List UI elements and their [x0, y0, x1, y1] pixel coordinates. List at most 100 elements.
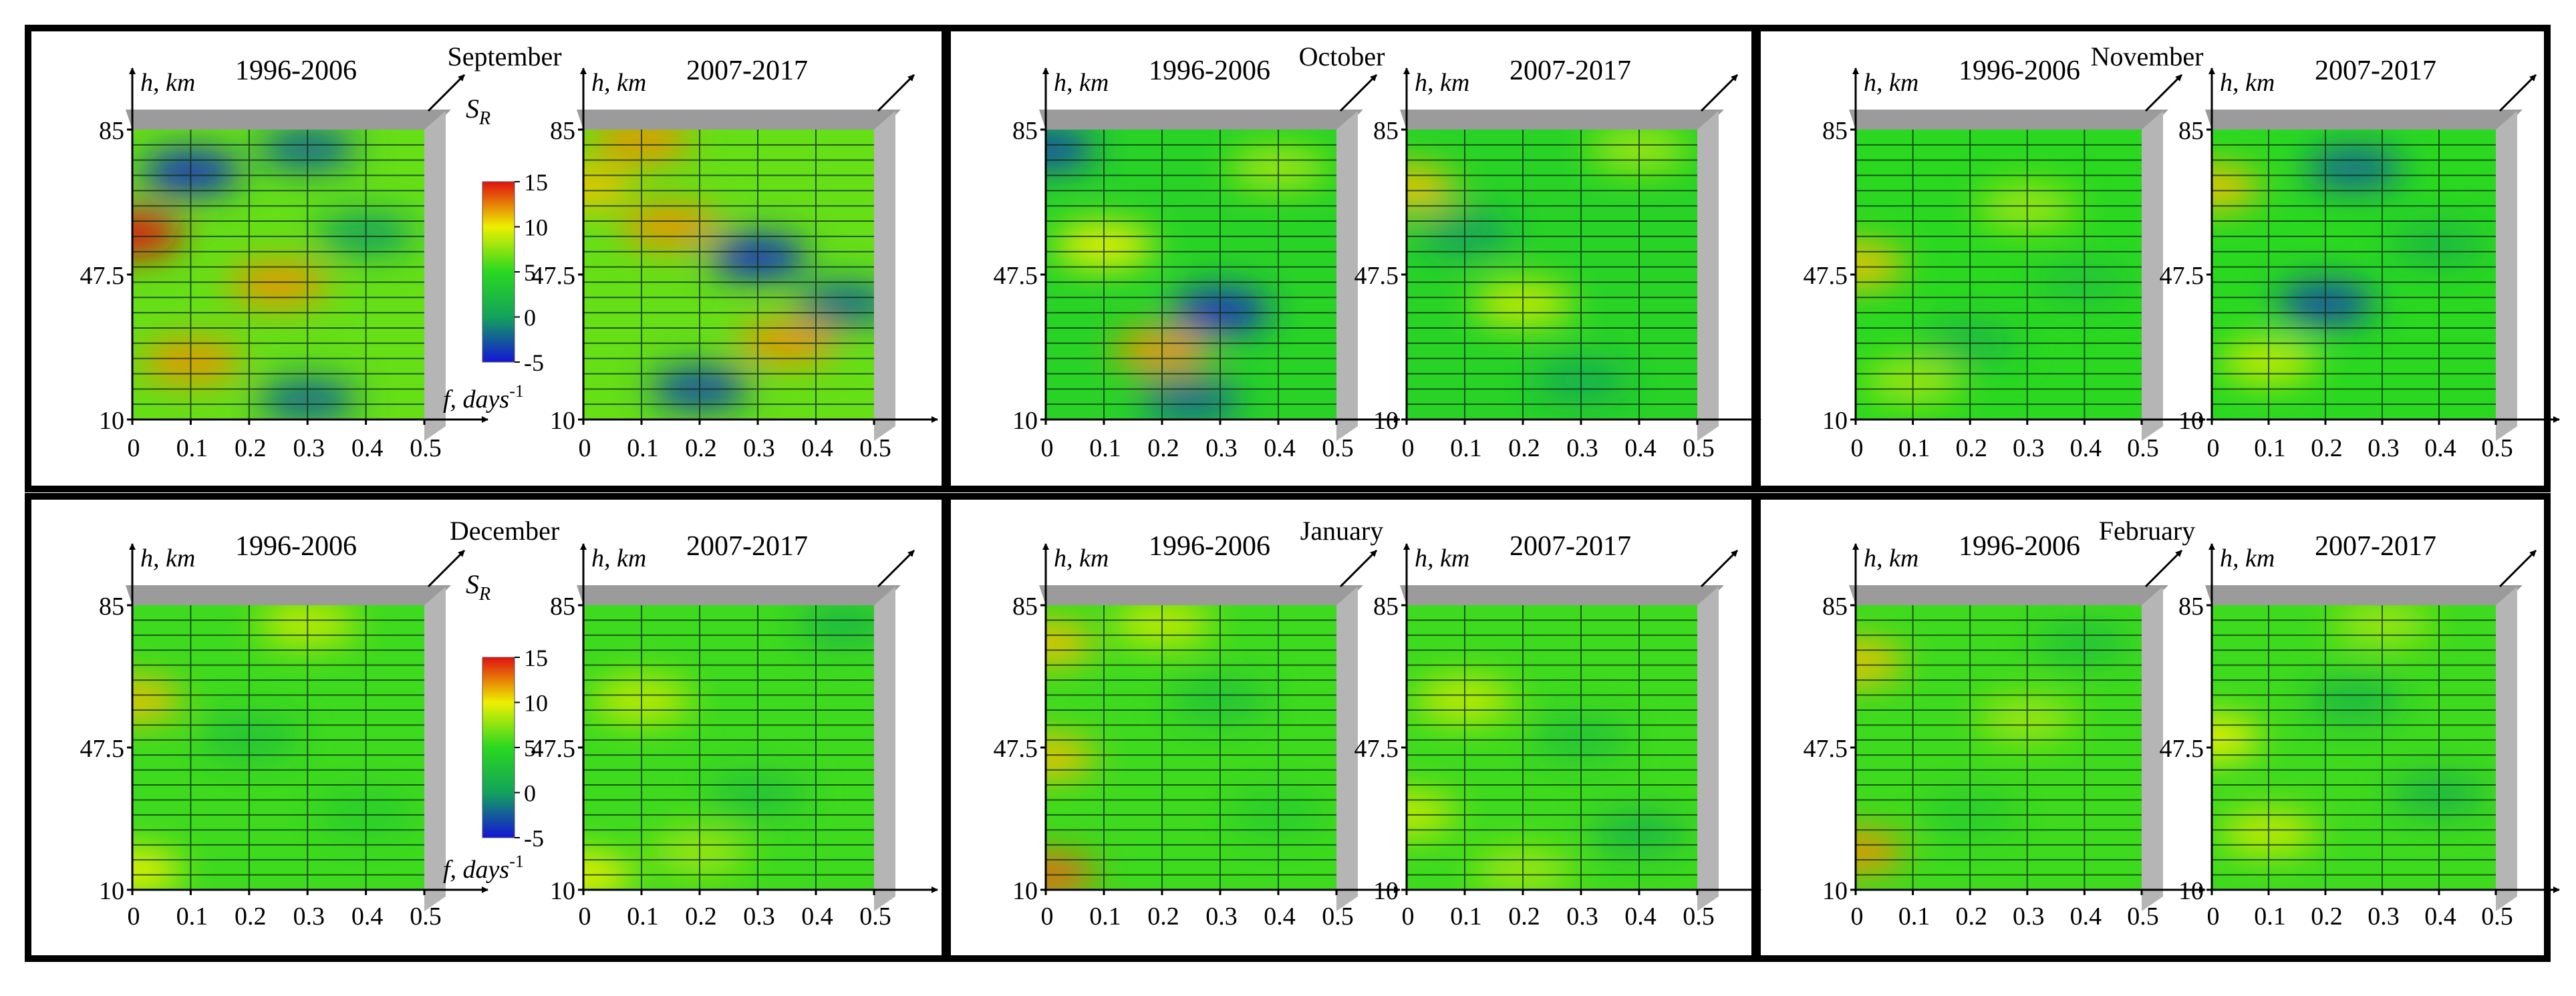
- panel-october-b-period-label: 2007-2017: [1510, 55, 1631, 86]
- panel-february-a-mesh: [1856, 605, 2142, 890]
- panel-september-b-z-axis: [877, 73, 915, 112]
- panel-september-a-plot: 85 47.5 100 0.1 0.2 0.3 0.4 0.5 h, km 1996-2006: [80, 55, 488, 462]
- panel-february-b-plot: 85 47.5 100 0.1 0.2 0.3 0.4 0.5 h, km 2007-2017: [2160, 531, 2560, 931]
- panel-february-b-x-tick-label: 0.5: [2481, 902, 2513, 931]
- panel-february-a-period-label: 1996-2006: [1959, 531, 2080, 562]
- panel-january-month-title: January: [1300, 516, 1383, 546]
- panel-january-b-y-tick-label: 10: [1373, 877, 1399, 905]
- panel-december-b-y-tick-label: 47.5: [531, 735, 576, 763]
- panel-november-b-y-tick-label: 47.5: [2160, 262, 2204, 290]
- panel-september-b-x-tick-label: 0.4: [801, 434, 833, 462]
- panel-september-a-x-tick-label: 0.5: [410, 434, 442, 462]
- panel-november-a-top-wall: [1849, 110, 2168, 130]
- panel-january-a-top-wall: [1039, 585, 1363, 605]
- panel-january-a-y-axis-label: h, km: [1054, 544, 1109, 572]
- panel-october-a-z-axis: [1339, 73, 1378, 112]
- panel-october-b-x-tick-label: 0.3: [1566, 434, 1598, 462]
- panel-september-a-heatmap: [132, 130, 424, 420]
- panel-december-colorbar: [482, 657, 515, 838]
- panel-january-b-period-label: 2007-2017: [1510, 531, 1631, 562]
- panel-september-a-x-tick-label: 0.2: [235, 434, 267, 462]
- panel-frame-6: [1754, 493, 2551, 962]
- panel-december-a-side-wall: [424, 587, 446, 911]
- panel-december-a-x-tick-label: 0: [128, 902, 140, 931]
- panel-november-a-side-wall: [2142, 111, 2163, 441]
- panel-november-a-x-tick-label: 0.4: [2070, 434, 2102, 462]
- panel-october-b-y-tick-label: 85: [1373, 117, 1399, 145]
- panel-september-b-side-wall: [874, 111, 895, 441]
- panel-september-a-y-tick-label: 85: [99, 117, 124, 145]
- panel-september-a-x-tick-label: 0.3: [293, 434, 325, 462]
- panel-november-b-x-tick-label: 0: [2207, 434, 2220, 462]
- panel-december-b-heatmap-cell-3: [583, 853, 633, 890]
- panel-september-a-top-wall: [126, 110, 451, 130]
- panel-january-a-heatmap: [1046, 605, 1336, 890]
- panel-january-b-heatmap: [1407, 605, 1697, 890]
- panel-december-b-period-label: 2007-2017: [686, 531, 808, 562]
- panel-october-a-y-tick-label: 47.5: [994, 262, 1038, 290]
- panel-january-b-x-tick-label: 0: [1402, 902, 1415, 931]
- panel-november-a-z-axis: [2144, 73, 2183, 112]
- panel-january-b-plot: 85 47.5 100 0.1 0.2 0.3 0.4 0.5 h, km 2007-2017: [1354, 531, 1761, 931]
- panel-december-month-title: December: [450, 516, 559, 546]
- panel-january-a-y-tick-label: 85: [1012, 593, 1038, 621]
- panel-february-a-heatmap-cell-1: [1856, 830, 1904, 874]
- panel-november-b-x-tick-label: 0.3: [2368, 434, 2400, 462]
- panel-september-b-y-tick-label: 10: [550, 407, 575, 435]
- panel-december-a-y-tick-label: 10: [99, 877, 124, 905]
- panel-february-a-y-tick-label: 47.5: [1804, 735, 1848, 763]
- panel-january-b-x-tick-label: 0.2: [1508, 902, 1540, 931]
- panel-december-a-x-tick-label: 0.5: [410, 902, 442, 931]
- panel-december-b-top-wall: [577, 585, 901, 605]
- panel-february-b-x-tick-label: 0.3: [2368, 902, 2400, 931]
- panel-january-a-x-tick-label: 0: [1041, 902, 1054, 931]
- panel-september-b-x-tick-label: 0.5: [859, 434, 891, 462]
- panel-november-a-mesh: [1856, 130, 2142, 420]
- panel-december-b-x-tick-label: 0.4: [801, 902, 833, 931]
- panel-october-a-heatmap: [1046, 130, 1336, 420]
- panel-november-b-x-tick-label: 0.1: [2254, 434, 2286, 462]
- panel-february-a-x-tick-label: 0.5: [2127, 902, 2159, 931]
- panel-november-month-title: November: [2091, 41, 2204, 71]
- panel-november-b-y-tick-label: 85: [2178, 117, 2204, 145]
- panel-september-b-heatmap-cell-5: [795, 281, 874, 325]
- panel-september-a-y-tick-label: 10: [99, 407, 124, 435]
- panel-september-a-y-axis-label: h, km: [140, 69, 195, 97]
- panel-december-b-x-tick-label: 0.2: [685, 902, 717, 931]
- panel-february-month-title: February: [2099, 516, 2195, 546]
- panel-december-a-top-wall: [126, 585, 451, 605]
- panel-january-a-side-wall: [1336, 587, 1358, 911]
- panel-november-a-heatmap-cell-0: [1856, 242, 1904, 287]
- panel-december-b-x-tick-label: 0: [579, 902, 591, 931]
- panel-november-b-y-tick-label: 10: [2178, 407, 2204, 435]
- panel-december-a-heatmap: [132, 605, 424, 890]
- panel-december-a-mesh: [132, 605, 424, 890]
- panel-september-a-period-label: 1996-2006: [235, 55, 357, 86]
- panel-december-a-period-label: 1996-2006: [235, 531, 357, 562]
- panel-january-a-x-tick-label: 0.2: [1147, 902, 1179, 931]
- panel-december-a-z-axis: [427, 549, 466, 588]
- panel-february-a-x-tick-label: 0.3: [2013, 902, 2045, 931]
- panel-september-b-top-wall: [577, 110, 901, 130]
- panel-december-b-mesh: [583, 605, 874, 890]
- panel-september-a-z-axis: [427, 73, 466, 112]
- panel-november-b-x-tick-label: 0.2: [2311, 434, 2343, 462]
- panel-january-a-heatmap-cell-0: [1046, 621, 1095, 665]
- panel-october-b-y-axis-label: h, km: [1415, 69, 1469, 97]
- panel-october-b-top-wall: [1400, 110, 1724, 130]
- panel-september-b-x-tick-label: 0: [579, 434, 591, 462]
- panel-november-a-y-tick-label: 10: [1822, 407, 1848, 435]
- panel-february-b-heatmap-cell-2: [2212, 716, 2261, 760]
- panel-november-a-x-tick-label: 0.3: [2013, 434, 2045, 462]
- panel-october-b-x-tick-label: 0.2: [1508, 434, 1540, 462]
- panel-november-a-x-tick-label: 0.5: [2127, 434, 2159, 462]
- panel-november-a-y-tick-label: 85: [1822, 117, 1848, 145]
- panel-december-b-y-tick-label: 85: [550, 593, 575, 621]
- panel-november-a-y-tick-label: 47.5: [1804, 262, 1848, 290]
- panel-october-a-x-tick-label: 0.5: [1322, 434, 1354, 462]
- panel-november-a-y-axis-label: h, km: [1864, 69, 1918, 97]
- panel-february-b-x-tick-label: 0.2: [2311, 902, 2343, 931]
